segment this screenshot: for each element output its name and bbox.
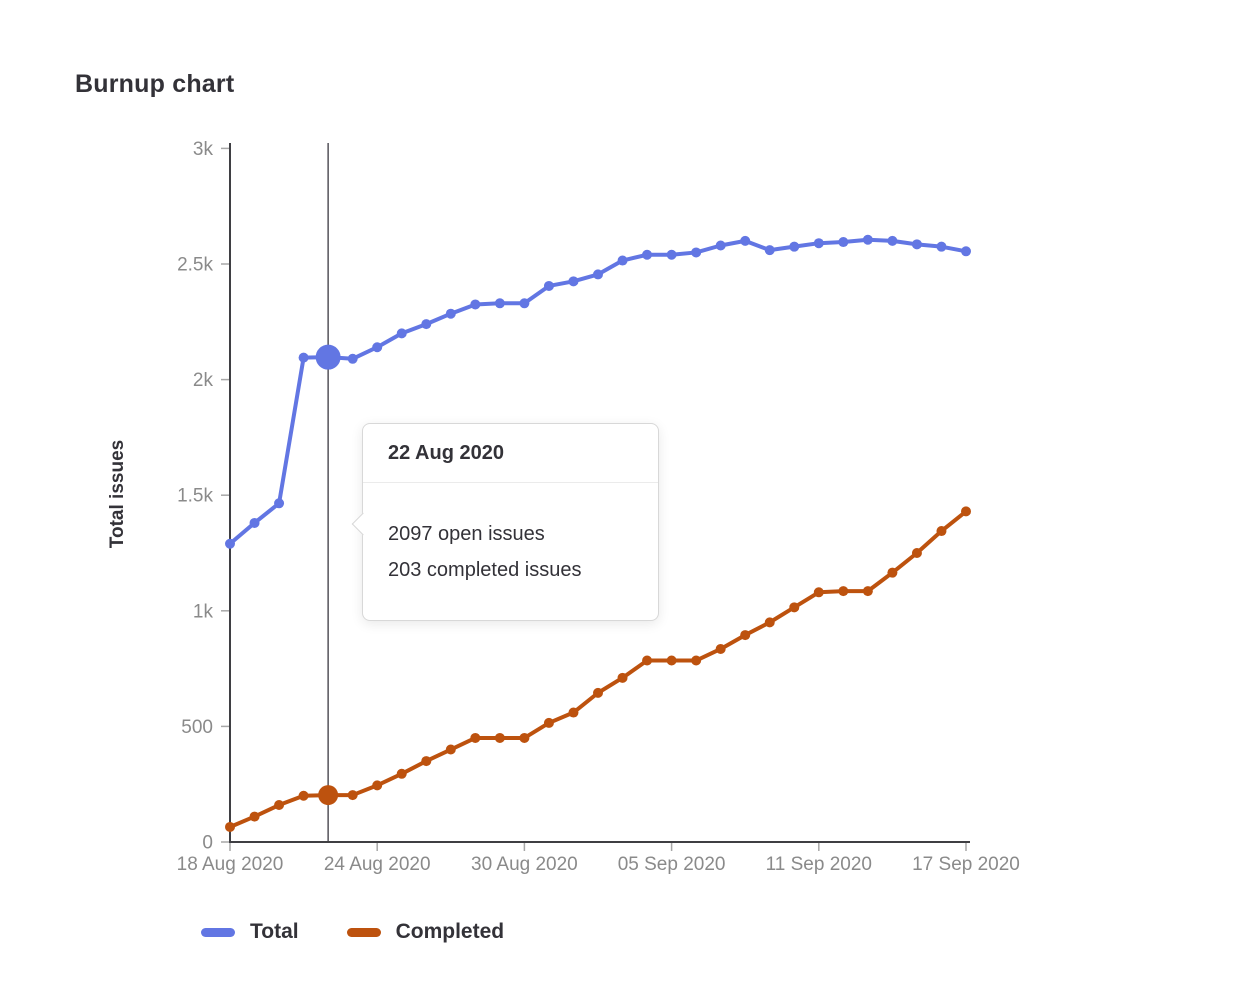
legend-item-total[interactable]: Total [201,920,299,944]
total-point[interactable] [568,276,579,287]
total-point[interactable] [519,298,530,309]
legend-label-completed: Completed [395,920,505,943]
total-point[interactable] [764,245,775,256]
total-point[interactable] [421,319,432,330]
chart-title: Burnup chart [75,69,235,98]
tooltip-body: 2097 open issues 203 completed issues [363,483,658,620]
completed-point[interactable] [421,756,432,767]
y-tick-label: 500 [181,717,213,738]
completed-point[interactable] [372,780,383,791]
completed-point[interactable] [887,567,898,578]
completed-point[interactable] [715,643,726,654]
legend: Total Completed [201,920,504,944]
total-point[interactable] [813,238,824,249]
completed-point[interactable] [838,586,849,597]
x-tick-label: 05 Sep 2020 [618,854,726,875]
x-tick-label: 30 Aug 2020 [471,854,578,875]
total-point[interactable] [494,298,505,309]
total-point[interactable] [838,237,849,248]
legend-label-total: Total [250,920,299,943]
total-point[interactable] [225,538,235,549]
x-tick-label: 18 Aug 2020 [177,854,284,875]
x-tick-label: 17 Sep 2020 [912,854,1020,875]
completed-point[interactable] [519,732,530,743]
completed-point[interactable] [617,672,628,683]
completed-point[interactable] [666,655,677,666]
total-point[interactable] [372,342,383,353]
total-point[interactable] [347,353,358,364]
x-tick-label: 24 Aug 2020 [324,854,431,875]
completed-point[interactable] [740,630,751,641]
completed-point[interactable] [642,655,653,666]
completed-point[interactable] [298,790,309,801]
completed-point[interactable] [225,821,235,832]
total-point[interactable] [862,234,873,245]
total-point[interactable] [593,269,603,280]
total-point[interactable] [936,241,947,252]
total-series-swatch-icon [201,927,235,937]
completed-point[interactable] [961,506,971,517]
completed-point[interactable] [249,811,260,822]
total-point[interactable] [470,299,481,310]
completed-point[interactable] [347,790,358,801]
completed-point[interactable] [445,744,456,755]
total-point[interactable] [543,280,554,291]
total-point[interactable] [691,247,702,258]
completed-point[interactable] [543,717,554,728]
total-point[interactable] [911,239,922,250]
total-point[interactable] [789,241,800,252]
total-point[interactable] [666,249,677,260]
completed-point[interactable] [593,687,603,698]
completed-point[interactable] [568,707,579,718]
total-point[interactable] [642,249,653,260]
y-tick-label: 2.5k [177,255,213,276]
total-point[interactable] [298,352,309,363]
completed-point[interactable] [862,586,873,597]
total-point[interactable] [740,235,751,246]
y-tick-label: 2k [193,370,214,391]
legend-item-completed[interactable]: Completed [346,920,505,944]
completed-point[interactable] [691,655,702,666]
total-point[interactable] [249,517,260,528]
completed-point[interactable] [396,768,407,779]
y-tick-label: 0 [202,833,213,854]
completed-point[interactable] [813,587,824,598]
total-point[interactable] [274,498,285,509]
y-tick-label: 1.5k [177,486,213,507]
total-point[interactable] [961,246,971,257]
completed-point[interactable] [494,732,505,743]
total-point[interactable] [715,240,726,251]
total-point[interactable] [445,308,456,319]
completed-series-swatch-icon [346,927,381,937]
y-tick-label: 1k [193,601,214,622]
completed-point[interactable] [911,548,922,558]
tooltip-completed-issues: 203 completed issues [388,559,582,581]
total-point[interactable] [887,235,898,246]
tooltip-date: 22 Aug 2020 [363,424,658,483]
total-point[interactable] [396,328,407,339]
x-tick-label: 11 Sep 2020 [766,854,872,875]
completed-point[interactable] [764,617,775,628]
total-active-point[interactable] [315,344,341,370]
completed-point[interactable] [936,526,947,537]
tooltip: 22 Aug 2020 2097 open issues 203 complet… [351,423,659,621]
completed-point[interactable] [789,602,800,613]
total-point[interactable] [617,255,628,266]
tooltip-open-issues: 2097 open issues [388,523,545,545]
completed-active-point[interactable] [318,785,339,806]
y-tick-label: 3k [193,139,214,160]
completed-point[interactable] [470,732,481,743]
completed-point[interactable] [274,800,285,811]
